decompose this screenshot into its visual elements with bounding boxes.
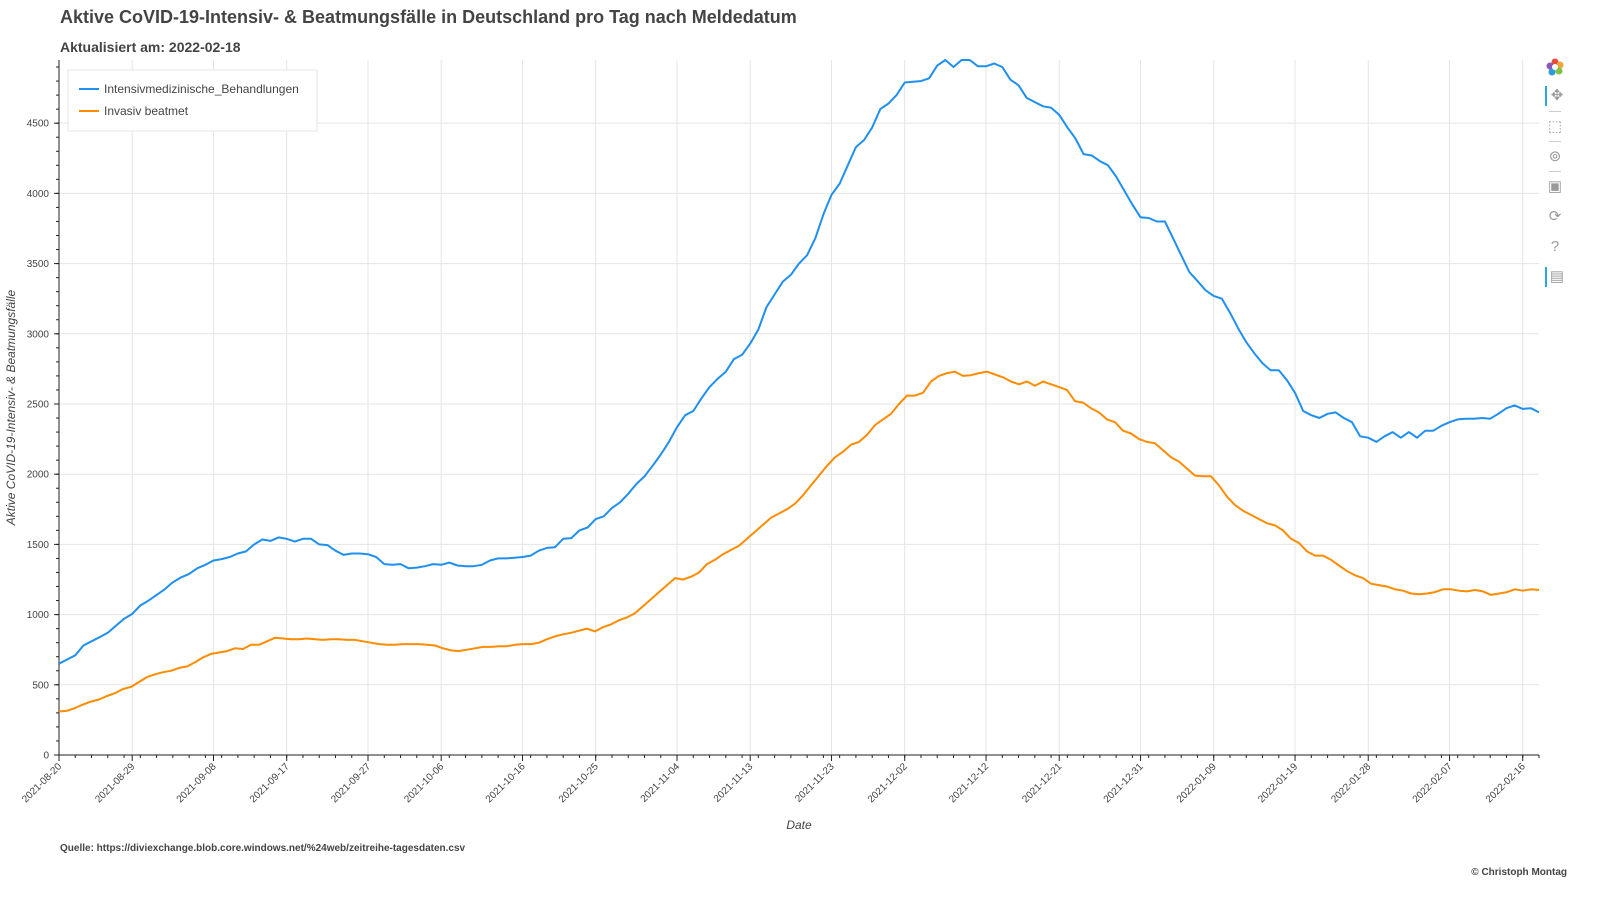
y-tick-label: 2500 bbox=[27, 399, 50, 410]
y-axis-label: Aktive CoVID-19-Intensiv- & Beatmungsfäl… bbox=[4, 289, 18, 526]
x-axis-label: Date bbox=[786, 818, 812, 832]
series-lines bbox=[58, 59, 1540, 713]
x-tick-label: 2022-02-07 bbox=[1411, 761, 1455, 805]
y-tick-label: 3500 bbox=[27, 259, 50, 270]
y-tick-label: 4500 bbox=[27, 119, 50, 130]
help-icon[interactable]: ? bbox=[1550, 238, 1560, 255]
y-tick-label: 3000 bbox=[27, 329, 50, 340]
legend-box bbox=[67, 69, 318, 132]
x-tick-label: 2022-01-09 bbox=[1175, 761, 1219, 805]
chart-toolbar: ✥ ⬚ ⊚ ▣ ⟳ ? ▤ bbox=[1539, 56, 1569, 306]
bokeh-logo-icon[interactable] bbox=[1545, 58, 1565, 78]
hover-icon[interactable]: ▤ bbox=[1545, 267, 1567, 287]
box-zoom-icon[interactable]: ⬚ bbox=[1547, 118, 1563, 135]
y-tick-label: 1500 bbox=[27, 540, 50, 551]
x-tick-label: 2021-10-16 bbox=[484, 761, 528, 805]
series-line-intensiv bbox=[58, 59, 1540, 665]
x-tick-label: 2021-11-23 bbox=[793, 761, 837, 805]
source-note: Quelle: https://diviexchange.blob.core.w… bbox=[60, 843, 466, 854]
series-line-beatmet bbox=[58, 370, 1540, 713]
x-tick-label: 2021-08-20 bbox=[20, 761, 64, 805]
legend-label: Intensivmedizinische_Behandlungen bbox=[104, 82, 299, 96]
x-tick-label: 2021-10-06 bbox=[402, 761, 446, 805]
x-tick-label: 2021-09-17 bbox=[248, 761, 292, 805]
x-tick-label: 2021-09-27 bbox=[329, 761, 373, 805]
x-tick-label: 2021-08-29 bbox=[93, 761, 137, 805]
copyright-note: © Christoph Montag bbox=[1471, 867, 1567, 878]
legend: Intensivmedizinische_Behandlungen Invasiv… bbox=[67, 69, 318, 132]
x-tick-label: 2022-02-16 bbox=[1484, 761, 1528, 805]
x-tick-label: 2022-01-19 bbox=[1256, 761, 1300, 805]
x-tick-label: 2021-09-08 bbox=[175, 761, 219, 805]
x-tick-label: 2022-01-28 bbox=[1329, 761, 1373, 805]
chart-subtitle: Aktualisiert am: 2022-02-18 bbox=[60, 39, 241, 55]
y-tick-label: 500 bbox=[32, 680, 49, 691]
y-tick-label: 4000 bbox=[27, 189, 50, 200]
x-tick-label: 2021-12-21 bbox=[1020, 761, 1064, 805]
grid bbox=[59, 60, 1539, 755]
x-tick-label: 2021-11-13 bbox=[712, 761, 756, 805]
x-tick-label: 2021-12-02 bbox=[866, 761, 910, 805]
legend-label: Invasiv beatmet bbox=[104, 104, 189, 118]
pan-icon[interactable]: ✥ bbox=[1545, 86, 1567, 106]
y-tick-label: 1000 bbox=[27, 610, 50, 621]
save-icon[interactable]: ▣ bbox=[1547, 178, 1563, 195]
y-tick-label: 2000 bbox=[27, 470, 50, 481]
x-tick-label: 2021-10-25 bbox=[557, 761, 601, 805]
x-tick-label: 2021-11-04 bbox=[639, 761, 683, 805]
y-tick-label: 0 bbox=[43, 751, 49, 762]
axes: 0 500 1000 1500 2000 2500 3000 3500 4000 4500 2021… bbox=[4, 60, 1540, 832]
x-tick-label: 2021-12-31 bbox=[1102, 761, 1146, 805]
reset-icon[interactable]: ⟳ bbox=[1548, 208, 1562, 225]
chart-title: Aktive CoVID-19-Intensiv- & Beatmungsfäl… bbox=[60, 7, 797, 27]
x-tick-label: 2021-12-12 bbox=[947, 761, 991, 805]
wheel-zoom-icon[interactable]: ⊚ bbox=[1548, 148, 1562, 165]
